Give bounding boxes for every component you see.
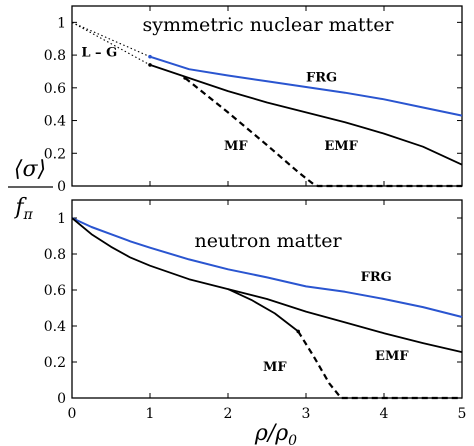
panel-title-bottom: neutron matter bbox=[194, 230, 342, 252]
panel-symmetric-nuclear-matter: 0 0.2 0.4 0.6 0.8 1 symmetric nuclear matter L … bbox=[44, 5, 463, 195]
x-tick-label: 1 bbox=[146, 406, 155, 422]
y-tick-label-bottom: 0.4 bbox=[44, 319, 66, 335]
y-tick-label-bottom: 0 bbox=[57, 391, 66, 407]
series-line-lg-top bbox=[71, 21, 151, 66]
annotation-mf-bottom: MF bbox=[263, 360, 287, 375]
y-tick-label-bottom: 0.6 bbox=[44, 283, 66, 299]
series-line-emf-top bbox=[149, 64, 463, 166]
annotation-frg-bottom: FRG bbox=[361, 270, 392, 285]
panel-neutron-matter: 0 0.2 0.4 0.6 0.8 1 0 1 2 3 4 5 neutron matter FRG MF E… bbox=[44, 199, 467, 422]
plot-frame-bottom bbox=[71, 199, 463, 399]
y-tick-label-bottom: 1 bbox=[57, 211, 66, 227]
x-tick-label: 5 bbox=[458, 406, 467, 422]
y-tick-label-bottom: 0.8 bbox=[44, 247, 66, 263]
series-line-frg-bottom bbox=[71, 217, 463, 318]
x-axis-label-rho: ρ/ρ bbox=[254, 421, 288, 446]
panel-title-top: symmetric nuclear matter bbox=[142, 14, 394, 36]
series-line-mf-bottom bbox=[297, 330, 462, 400]
y-axis-label-pi: π bbox=[22, 207, 33, 223]
y-axis-label-denominator: fπ bbox=[13, 195, 33, 223]
y-tick-label-top: 1 bbox=[57, 15, 66, 31]
x-tick-label: 3 bbox=[302, 406, 311, 422]
x-tick-label: 0 bbox=[68, 406, 77, 422]
y-tick-label-top: 0.4 bbox=[44, 114, 66, 130]
emf-start-marker bbox=[148, 63, 152, 67]
y-tick-label-top: 0.8 bbox=[44, 48, 66, 64]
y-tick-label-bottom: 0.2 bbox=[44, 355, 66, 371]
y-tick-label-top: 0.2 bbox=[44, 146, 66, 162]
x-axis-label-subscript: 0 bbox=[288, 433, 297, 446]
x-tick-label: 4 bbox=[380, 406, 389, 422]
mf-branch-marker bbox=[183, 76, 187, 80]
frg-start-marker bbox=[148, 54, 152, 59]
x-axis-label: ρ/ρ0 bbox=[254, 421, 297, 446]
annotation-lg-top: L – G bbox=[81, 46, 117, 61]
annotation-frg-top: FRG bbox=[306, 70, 337, 85]
series-line-frg-top bbox=[149, 55, 463, 117]
series-line-mf-bottom bbox=[227, 288, 299, 333]
series-line-mf-top bbox=[184, 77, 462, 188]
plot-frame-top bbox=[71, 5, 463, 187]
y-tick-label-top: 0.6 bbox=[44, 81, 66, 97]
y-tick-label-top: 0 bbox=[57, 179, 66, 195]
y-axis-label-numerator: ⟨σ⟩ bbox=[14, 157, 46, 182]
annotation-emf-top: EMF bbox=[324, 139, 358, 154]
annotation-mf-top: MF bbox=[224, 139, 248, 154]
y-axis-label: ⟨σ⟩ fπ bbox=[8, 157, 53, 223]
x-tick-label: 2 bbox=[224, 406, 233, 422]
annotation-emf-bottom: EMF bbox=[375, 349, 409, 364]
mf-branch-marker bbox=[296, 329, 301, 334]
